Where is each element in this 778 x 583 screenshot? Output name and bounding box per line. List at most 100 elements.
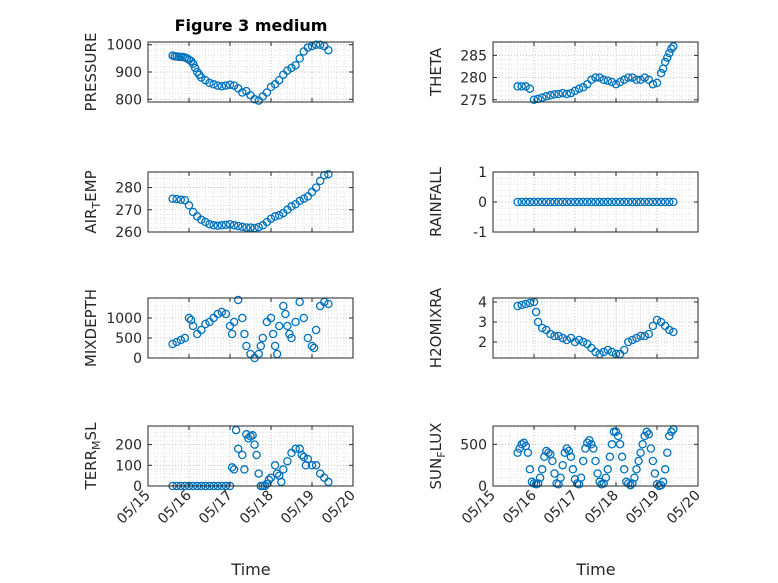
data-point (287, 333, 296, 343)
data-point (233, 295, 243, 305)
data-point (513, 197, 522, 207)
data-point (525, 197, 535, 207)
data-point (279, 465, 288, 474)
data-point (632, 465, 641, 474)
data-point (593, 469, 602, 478)
data-point (270, 212, 280, 221)
data-point (652, 197, 662, 207)
data-point (246, 223, 255, 232)
data-point (611, 79, 621, 89)
data-point (299, 313, 309, 323)
data-point (225, 80, 235, 90)
data-point (256, 341, 266, 351)
x-tick-label: 05/19 (278, 488, 318, 528)
data-point (550, 469, 559, 478)
data-point (180, 333, 190, 343)
y-axis-label: SUNFLUX (427, 423, 448, 490)
y-tick-label: 2 (478, 335, 487, 351)
data-point (669, 327, 678, 337)
data-point (611, 197, 621, 207)
y-axis-label: RAINFALL (427, 166, 445, 237)
data-point (176, 195, 186, 205)
data-point (227, 463, 237, 472)
data-point (311, 461, 321, 470)
plot-area (148, 298, 353, 358)
y-axis-label: THETA (427, 47, 445, 97)
data-point (287, 202, 296, 211)
data-point (533, 317, 543, 327)
data-point (213, 81, 222, 90)
y-tick-label: 900 (115, 65, 142, 81)
data-point (660, 57, 670, 67)
data-point (669, 197, 678, 207)
data-point (201, 217, 210, 227)
data-point (542, 197, 551, 207)
data-point (242, 341, 251, 351)
data-point (636, 197, 645, 207)
x-axis-label-right: Time (575, 560, 615, 579)
data-point (266, 313, 276, 323)
data-point (624, 479, 633, 488)
data-point (529, 95, 539, 105)
data-point (665, 431, 674, 441)
panel-theta: 275 280 285 THETA (427, 41, 699, 109)
data-point (521, 299, 531, 309)
data-point (258, 333, 268, 343)
data-point (599, 197, 608, 207)
y-tick-label: 0 (133, 351, 142, 367)
data-point (648, 456, 658, 466)
data-point (554, 89, 563, 99)
data-point (632, 197, 641, 207)
data-point (307, 341, 317, 351)
data-point (315, 176, 325, 186)
data-point (227, 329, 237, 339)
data-point (248, 431, 257, 440)
data-point (585, 435, 594, 445)
data-point (213, 221, 222, 231)
data-point (299, 452, 309, 462)
data-point (599, 75, 608, 85)
axes-box (492, 297, 699, 359)
data-point (617, 452, 627, 462)
data-point (513, 82, 522, 91)
data-point (525, 298, 535, 308)
data-point (578, 456, 588, 466)
data-point (180, 195, 190, 205)
data-point (268, 329, 278, 339)
data-point (656, 68, 666, 78)
y-tick-label: 1000 (106, 311, 142, 327)
data-point (250, 440, 259, 449)
data-point (283, 456, 292, 466)
data-point (564, 446, 574, 456)
data-point (548, 456, 557, 466)
data-point (182, 54, 192, 63)
data-point (537, 197, 547, 207)
data-point (197, 325, 206, 335)
data-point (172, 337, 181, 347)
data-point (574, 197, 584, 207)
series-markers (168, 169, 333, 233)
x-tick-label: 05/20 (664, 488, 704, 528)
data-point (652, 315, 662, 325)
data-point (270, 461, 280, 470)
y-axis-label: MIXDEPTH (82, 289, 100, 367)
data-point (587, 440, 596, 449)
data-point (640, 331, 649, 341)
data-point (238, 313, 247, 323)
data-point (242, 430, 251, 439)
data-point (615, 440, 625, 449)
data-point (550, 331, 559, 341)
data-point (550, 197, 559, 207)
data-point (209, 221, 218, 230)
y-tick-label: 3 (478, 315, 487, 331)
data-point (644, 329, 654, 339)
data-point (628, 479, 637, 488)
data-point (252, 450, 261, 460)
y-tick-label: 800 (115, 92, 142, 108)
data-point (229, 465, 239, 474)
data-point (537, 323, 547, 333)
data-point (546, 329, 555, 339)
data-point (533, 197, 543, 207)
data-point (562, 335, 572, 345)
